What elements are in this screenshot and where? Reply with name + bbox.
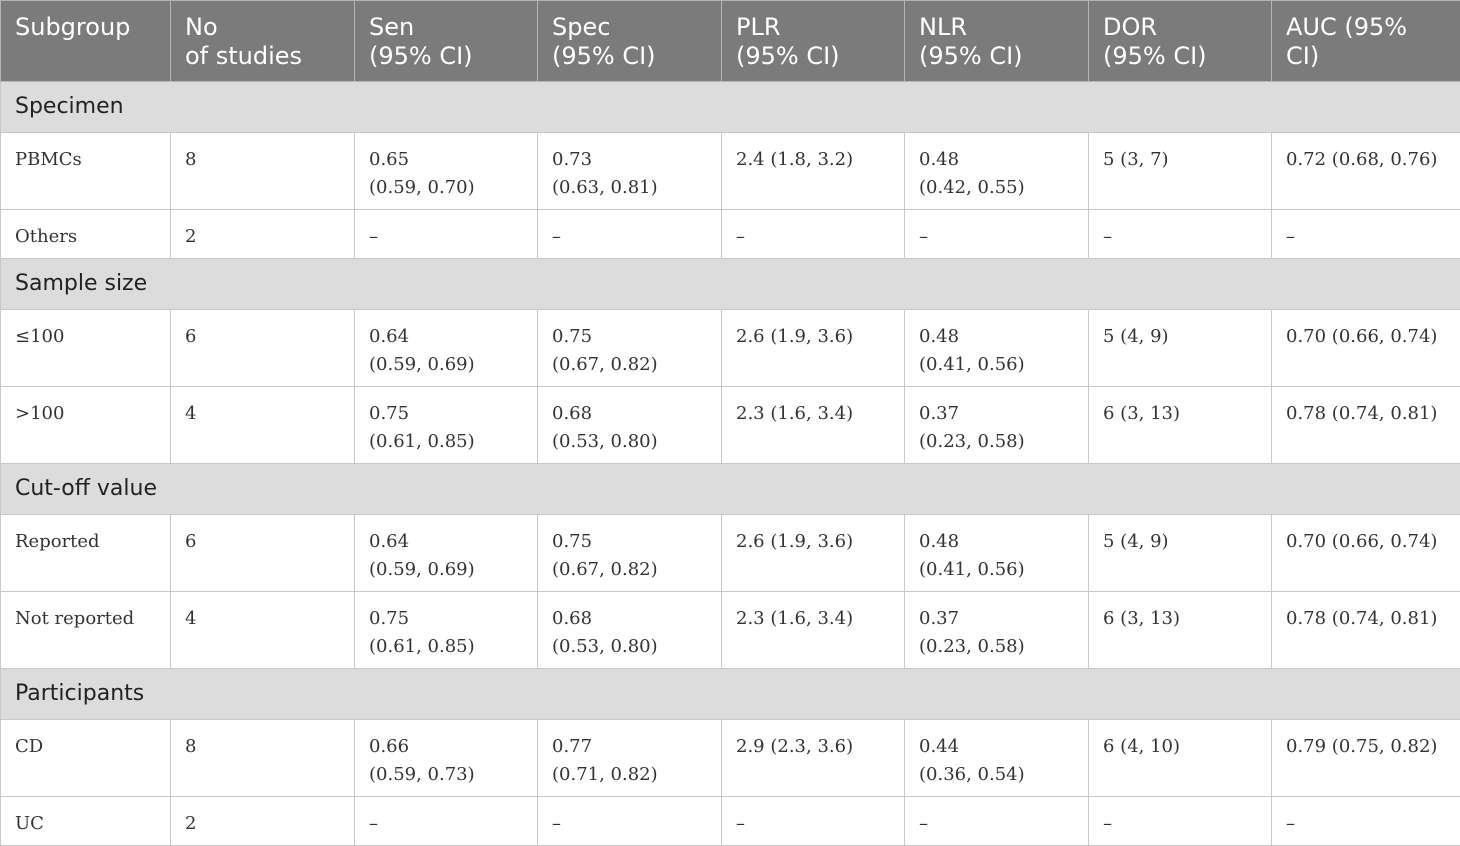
- header-row: Subgroup No of studies Sen (95% CI) Spec…: [1, 1, 1460, 82]
- table-cell: –: [722, 210, 905, 259]
- table-cell: –: [1272, 797, 1460, 846]
- table-cell: 0.79 (0.75, 0.82): [1272, 720, 1460, 797]
- table-cell: 0.37 (0.23, 0.58): [905, 387, 1089, 464]
- header-no-of-studies: No of studies: [171, 1, 355, 82]
- table-cell: –: [538, 797, 722, 846]
- table-cell: 0.48 (0.41, 0.56): [905, 310, 1089, 387]
- table-cell: 2.3 (1.6, 3.4): [722, 592, 905, 669]
- table-cell: 4: [171, 387, 355, 464]
- table-cell: 6: [171, 515, 355, 592]
- table-cell: Others: [1, 210, 171, 259]
- group-title: Specimen: [1, 82, 1460, 133]
- table-cell: –: [1272, 210, 1460, 259]
- table-cell: 5 (4, 9): [1089, 515, 1272, 592]
- table-cell: 6 (3, 13): [1089, 387, 1272, 464]
- header-sen: Sen (95% CI): [355, 1, 538, 82]
- table-cell: 5 (4, 9): [1089, 310, 1272, 387]
- table-cell: 0.44 (0.36, 0.54): [905, 720, 1089, 797]
- table-cell: 0.68 (0.53, 0.80): [538, 592, 722, 669]
- table-cell: 8: [171, 720, 355, 797]
- table-cell: PBMCs: [1, 133, 171, 210]
- table-cell: 6 (4, 10): [1089, 720, 1272, 797]
- header-plr: PLR (95% CI): [722, 1, 905, 82]
- table-cell: –: [905, 210, 1089, 259]
- group-title: Participants: [1, 669, 1460, 720]
- table-cell: 0.77 (0.71, 0.82): [538, 720, 722, 797]
- table-cell: CD: [1, 720, 171, 797]
- table-cell: UC: [1, 797, 171, 846]
- table-cell: –: [905, 797, 1089, 846]
- table-cell: Not reported: [1, 592, 171, 669]
- table-cell: 4: [171, 592, 355, 669]
- table-cell: 2.6 (1.9, 3.6): [722, 310, 905, 387]
- table-cell: >100: [1, 387, 171, 464]
- table-cell: 0.78 (0.74, 0.81): [1272, 387, 1460, 464]
- table-cell: 0.78 (0.74, 0.81): [1272, 592, 1460, 669]
- table-cell: 0.75 (0.61, 0.85): [355, 592, 538, 669]
- group-title: Sample size: [1, 259, 1460, 310]
- table-cell: 0.73 (0.63, 0.81): [538, 133, 722, 210]
- table-cell: –: [722, 797, 905, 846]
- table-cell: 2.4 (1.8, 3.2): [722, 133, 905, 210]
- table-cell: 2.9 (2.3, 3.6): [722, 720, 905, 797]
- table-cell: 2: [171, 210, 355, 259]
- table-cell: –: [355, 210, 538, 259]
- table-cell: 6 (3, 13): [1089, 592, 1272, 669]
- table-cell: 6: [171, 310, 355, 387]
- table-cell: 0.64 (0.59, 0.69): [355, 310, 538, 387]
- table-cell: 0.66 (0.59, 0.73): [355, 720, 538, 797]
- table-cell: 0.48 (0.41, 0.56): [905, 515, 1089, 592]
- group-row: Cut-off value: [1, 464, 1460, 515]
- table-cell: 0.68 (0.53, 0.80): [538, 387, 722, 464]
- group-title: Cut-off value: [1, 464, 1460, 515]
- table-cell: 8: [171, 133, 355, 210]
- table-cell: 0.70 (0.66, 0.74): [1272, 515, 1460, 592]
- table-cell: 0.48 (0.42, 0.55): [905, 133, 1089, 210]
- table-cell: 0.75 (0.61, 0.85): [355, 387, 538, 464]
- header-nlr: NLR (95% CI): [905, 1, 1089, 82]
- header-dor: DOR (95% CI): [1089, 1, 1272, 82]
- header-spec: Spec (95% CI): [538, 1, 722, 82]
- table-cell: 0.37 (0.23, 0.58): [905, 592, 1089, 669]
- table-cell: 5 (3, 7): [1089, 133, 1272, 210]
- table-cell: –: [355, 797, 538, 846]
- table-cell: 0.65 (0.59, 0.70): [355, 133, 538, 210]
- table-cell: 2.6 (1.9, 3.6): [722, 515, 905, 592]
- table-cell: –: [538, 210, 722, 259]
- table-cell: 0.75 (0.67, 0.82): [538, 515, 722, 592]
- table-cell: 0.64 (0.59, 0.69): [355, 515, 538, 592]
- table-cell: 2.3 (1.6, 3.4): [722, 387, 905, 464]
- table-cell: 0.70 (0.66, 0.74): [1272, 310, 1460, 387]
- group-row: Participants: [1, 669, 1460, 720]
- group-row: Sample size: [1, 259, 1460, 310]
- header-auc: AUC (95% CI): [1272, 1, 1460, 82]
- table-cell: 0.72 (0.68, 0.76): [1272, 133, 1460, 210]
- table-cell: –: [1089, 797, 1272, 846]
- header-subgroup: Subgroup: [1, 1, 171, 82]
- table-cell: ≤100: [1, 310, 171, 387]
- table-cell: 2: [171, 797, 355, 846]
- table-cell: 0.75 (0.67, 0.82): [538, 310, 722, 387]
- group-row: Specimen: [1, 82, 1460, 133]
- table-cell: –: [1089, 210, 1272, 259]
- table-cell: Reported: [1, 515, 171, 592]
